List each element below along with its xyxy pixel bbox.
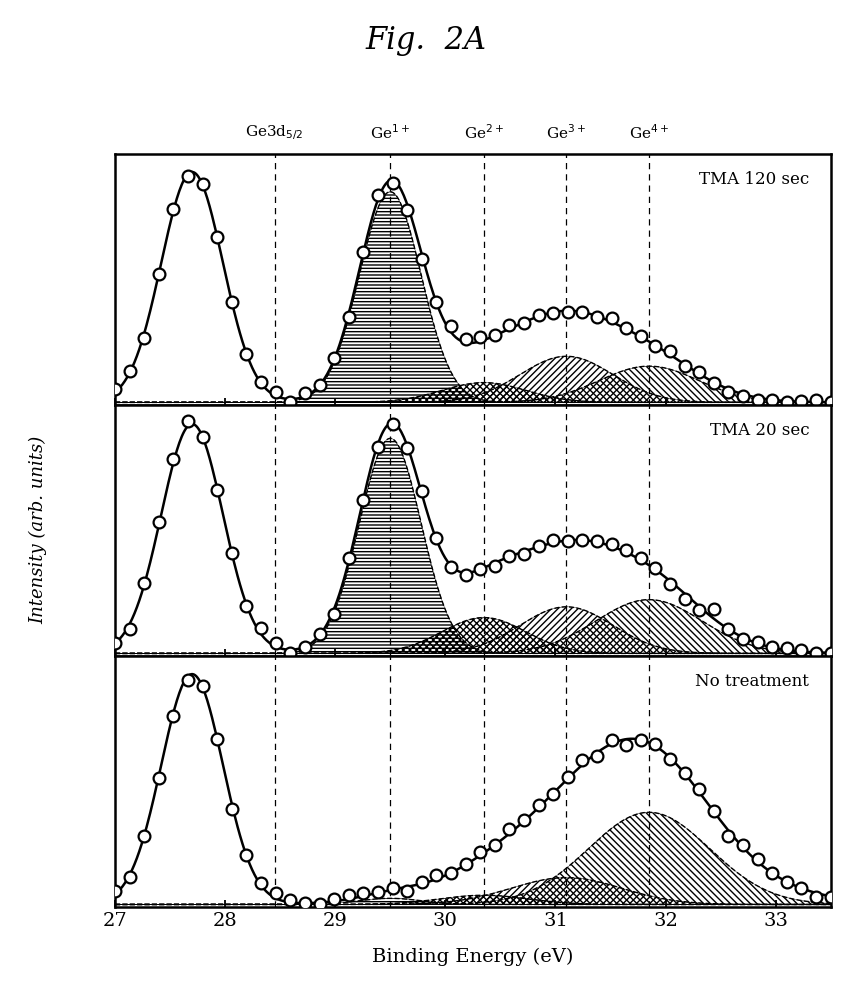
Text: Ge$^{1+}$: Ge$^{1+}$ (371, 123, 411, 142)
Text: Ge$^{4+}$: Ge$^{4+}$ (629, 123, 669, 142)
Text: Intensity (arb. units): Intensity (arb. units) (29, 436, 48, 624)
Text: TMA 20 sec: TMA 20 sec (710, 422, 809, 439)
Text: Ge$^{2+}$: Ge$^{2+}$ (463, 123, 504, 142)
Text: No treatment: No treatment (695, 673, 809, 691)
Text: Binding Energy (eV): Binding Energy (eV) (372, 948, 573, 966)
Text: Ge$^{3+}$: Ge$^{3+}$ (546, 123, 586, 142)
Text: TMA 120 sec: TMA 120 sec (699, 171, 809, 188)
Text: Ge3d$_{5/2}$: Ge3d$_{5/2}$ (245, 123, 304, 142)
Text: Fig.  2A: Fig. 2A (366, 25, 486, 55)
